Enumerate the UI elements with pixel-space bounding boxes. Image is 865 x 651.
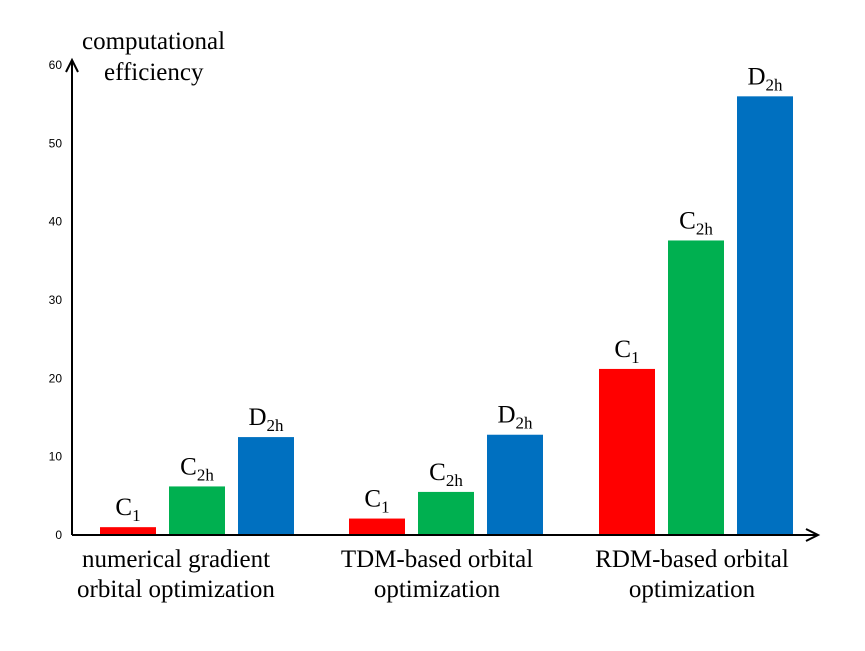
bar-label: D2h [248,404,284,435]
bar [668,240,724,535]
bar [418,491,474,535]
bar-label: C1 [364,486,389,517]
y-axis-ticks: 0 10 20 30 40 50 60 [49,58,63,542]
bar-label: C2h [180,453,214,484]
y-tick-label: 30 [49,293,63,307]
y-tick-label: 10 [49,450,63,464]
y-tick-label: 20 [49,371,63,385]
bars [100,96,793,535]
y-tick-label: 40 [49,215,63,229]
y-tick-label: 60 [49,58,63,72]
bar-label: D2h [747,63,783,94]
x-axis-arrow [805,528,821,542]
category-label: optimization [374,576,501,603]
y-axis-arrow [65,57,79,73]
bar-label: D2h [497,402,533,433]
bar-label: C1 [115,494,140,525]
y-tick-label: 0 [55,528,62,542]
bar [238,437,294,535]
category-label: RDM-based orbital [595,546,789,573]
bar [599,368,655,535]
y-tick-label: 50 [49,136,63,150]
axes [65,57,821,542]
category-label: optimization [629,576,756,603]
y-axis-label-line: computational [82,28,225,55]
bar [100,527,156,535]
bar-label: C2h [679,207,713,238]
bar [737,96,793,535]
bar [169,486,225,535]
y-axis-label-line: efficiency [104,59,204,86]
category-label: orbital optimization [77,576,275,603]
bar [349,518,405,535]
y-axis-label: computational efficiency [82,28,225,86]
category-label: numerical gradient [82,546,270,573]
bar-labels: C1 C2h D2h C1 C2h D2h C1 C2h D2h [115,63,783,525]
bar [487,434,543,535]
bar-label: C2h [429,459,463,490]
category-labels: numerical gradient orbital optimization TD… [77,546,789,603]
bar-label: C1 [614,336,639,367]
category-label: TDM-based orbital [341,546,533,573]
